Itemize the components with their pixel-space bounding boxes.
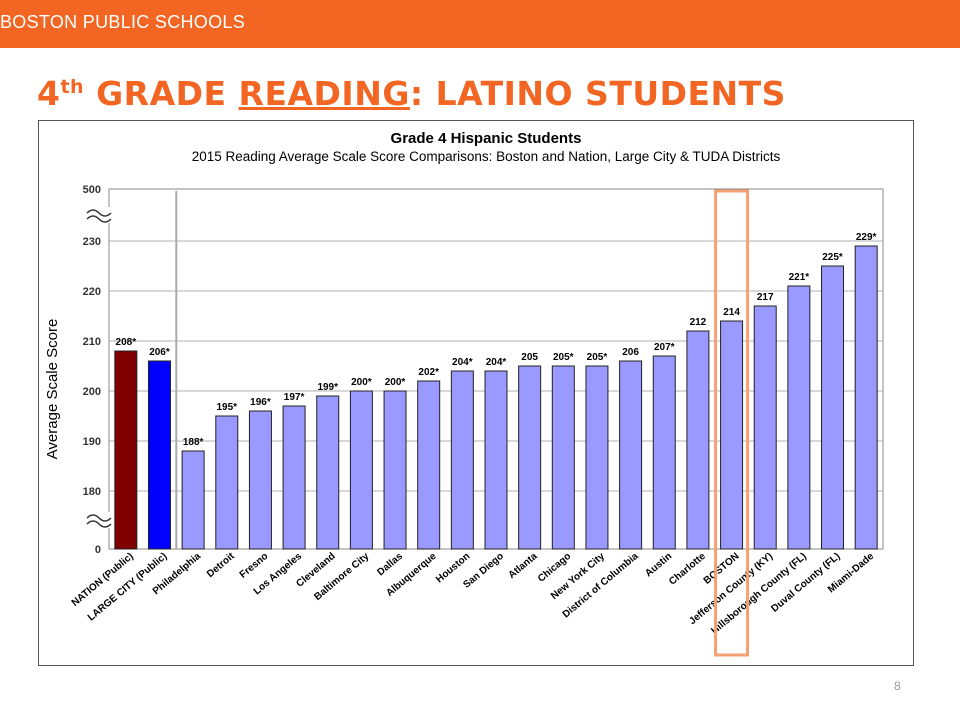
x-tick-label: Charlotte — [667, 551, 708, 588]
boston-highlight-box — [714, 189, 750, 657]
axis-break-mask — [85, 207, 115, 223]
bar — [215, 415, 239, 550]
bar-value-label: 225* — [822, 252, 843, 263]
org-name: BOSTON PUBLIC SCHOOLS — [0, 12, 246, 32]
bar-value-label: 229* — [856, 232, 877, 243]
bar — [450, 370, 474, 550]
bar — [417, 380, 441, 550]
bar — [484, 370, 508, 550]
bar — [821, 265, 845, 550]
chart-title: Grade 4 Hispanic Students — [391, 130, 582, 147]
axis-break-mark — [86, 215, 112, 223]
bar-value-label: 214 — [723, 307, 740, 318]
bar — [753, 305, 777, 550]
x-tick-label: Detroit — [205, 550, 237, 580]
bar — [316, 395, 340, 550]
bar-value-label: 204* — [452, 357, 473, 368]
bar — [787, 285, 811, 550]
bar-value-label: 197* — [284, 392, 305, 403]
chart-frame: Grade 4 Hispanic Students 2015 Reading Av… — [38, 120, 914, 666]
bar — [114, 350, 138, 550]
bar-value-label: 202* — [418, 367, 439, 378]
bar-value-label: 200* — [385, 377, 406, 388]
bar — [383, 390, 407, 550]
bar — [585, 365, 609, 550]
y-axis-label: Average Scale Score — [44, 319, 61, 460]
bar — [720, 320, 744, 550]
bar-value-label: 195* — [216, 402, 237, 413]
y-tick-label: 0 — [95, 544, 101, 556]
title-number: 4 — [37, 74, 61, 113]
axis-break-mask — [85, 512, 115, 528]
y-tick-label: 500 — [83, 184, 101, 196]
title-grade-text: GRADE — [84, 74, 239, 113]
x-tick-label: Austin — [643, 551, 674, 579]
bar-value-label: 205* — [587, 352, 608, 363]
page-number: 8 — [894, 679, 901, 693]
bar — [282, 405, 306, 550]
bar-chart: Grade 4 Hispanic Students 2015 Reading Av… — [44, 130, 884, 657]
bar-value-label: 204* — [486, 357, 507, 368]
bar — [147, 360, 171, 550]
bar — [652, 355, 676, 550]
y-tick-label: 190 — [83, 436, 101, 448]
bar-value-label: 188* — [183, 437, 204, 448]
bar — [686, 330, 710, 550]
bar-value-label: 212 — [690, 317, 707, 328]
y-tick-label: 220 — [83, 286, 101, 298]
chart-subtitle: 2015 Reading Average Scale Score Compari… — [192, 149, 781, 164]
axis-break-mark — [86, 514, 112, 522]
bar-value-label: 196* — [250, 397, 271, 408]
bar-value-label: 205* — [553, 352, 574, 363]
bar — [551, 365, 575, 550]
header-bar: BOSTON PUBLIC SCHOOLS — [0, 0, 960, 48]
bar-value-label: 199* — [317, 382, 338, 393]
bar-value-label: 217 — [757, 292, 774, 303]
slide-title: 4th GRADE READING: LATINO STUDENTS — [37, 74, 786, 113]
title-subject: READING — [238, 74, 410, 113]
bar — [181, 450, 205, 550]
title-ordinal-suffix: th — [60, 76, 85, 98]
axis-break-mark — [86, 520, 112, 528]
bar — [518, 365, 542, 550]
bar — [248, 410, 272, 550]
bar — [619, 360, 643, 550]
bar-value-label: 221* — [789, 272, 810, 283]
x-tick-label: Dallas — [375, 551, 405, 579]
title-group: : LATINO STUDENTS — [409, 74, 786, 113]
bar-value-label: 207* — [654, 342, 675, 353]
bar-value-label: 200* — [351, 377, 372, 388]
y-tick-label: 200 — [83, 386, 101, 398]
bar — [854, 245, 878, 550]
y-tick-label: 210 — [83, 336, 101, 348]
y-tick-label: 180 — [83, 486, 101, 498]
bar — [349, 390, 373, 550]
axis-break-mark — [86, 209, 112, 217]
bar-value-label: 206 — [622, 347, 639, 358]
bar-value-label: 206* — [149, 347, 170, 358]
y-tick-label: 230 — [83, 236, 101, 248]
bar-value-label: 208* — [116, 337, 137, 348]
bar-value-label: 205 — [521, 352, 538, 363]
